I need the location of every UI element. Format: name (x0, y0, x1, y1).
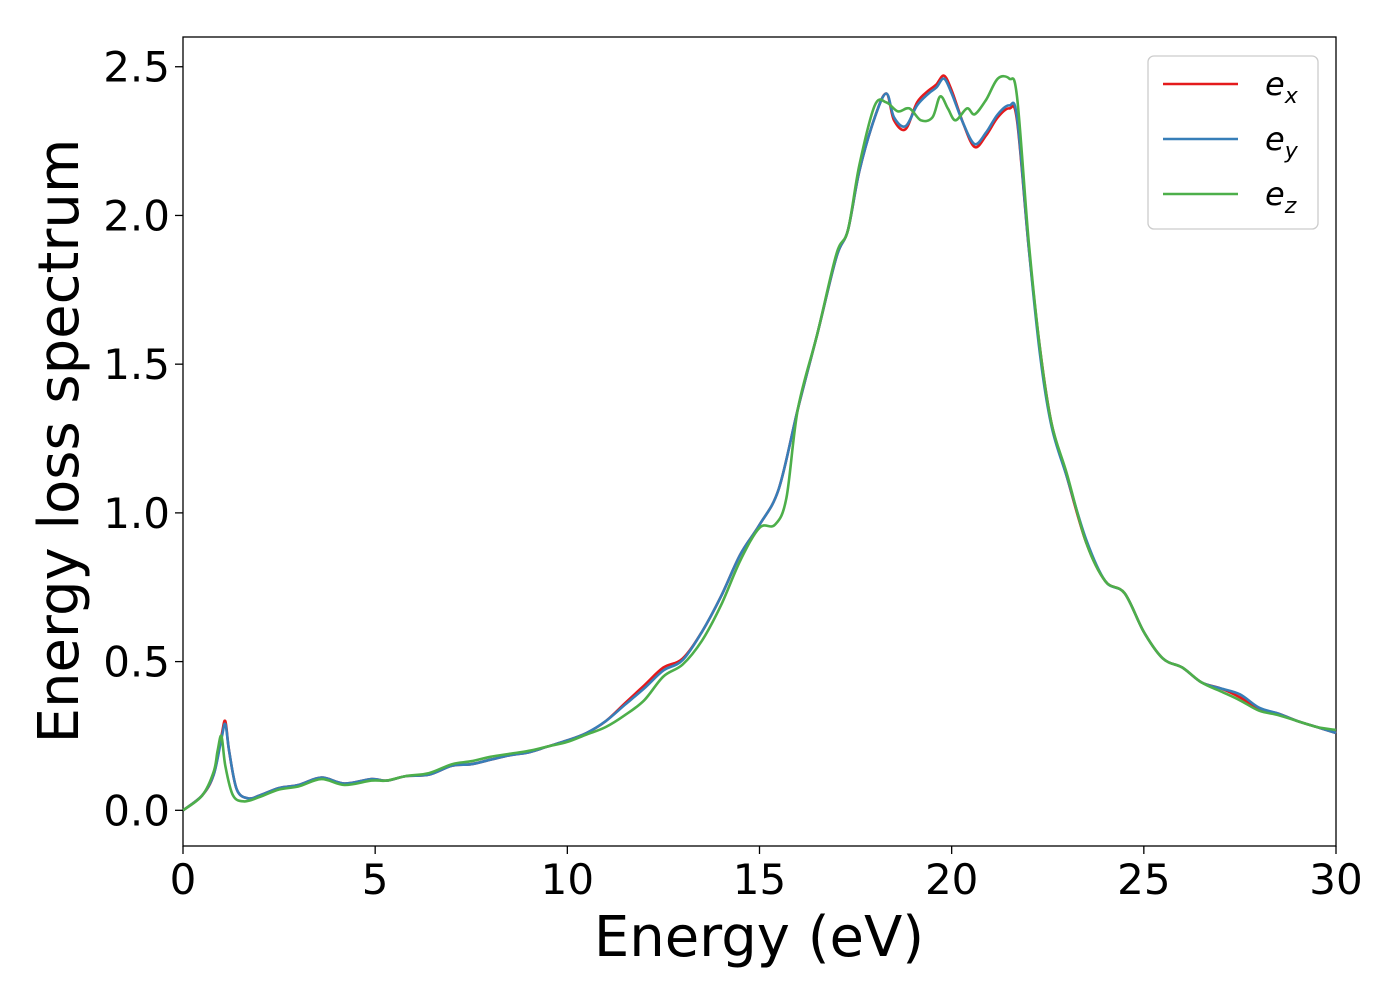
legend-box (1147, 55, 1319, 230)
y-tick-label: 0.0 (103, 786, 170, 835)
x-axis-label: Energy (eV) (594, 905, 924, 970)
y-tick-label: 2.5 (103, 43, 170, 92)
x-tick-label: 5 (362, 855, 389, 904)
x-tick-label: 0 (170, 855, 197, 904)
y-tick-label: 1.0 (103, 489, 170, 538)
x-axis-ticks: 0 5 10 15 20 25 30 (170, 846, 1363, 904)
plot-frame (182, 36, 1337, 847)
x-tick-label: 25 (1117, 855, 1170, 904)
series-lines (182, 74, 1337, 812)
series-line-z (182, 74, 1337, 812)
y-tick-label: 1.5 (103, 340, 170, 389)
x-tick-label: 10 (541, 855, 594, 904)
x-tick-label: 15 (733, 855, 786, 904)
y-tick-label: 2.0 (103, 191, 170, 240)
y-tick-label: 0.5 (103, 638, 170, 687)
y-axis-label: Energy loss spectrum (27, 139, 92, 744)
y-axis-ticks: 0.0 0.5 1.0 1.5 2.0 2.5 (103, 43, 183, 835)
x-tick-label: 20 (925, 855, 978, 904)
x-tick-label: 30 (1309, 855, 1362, 904)
